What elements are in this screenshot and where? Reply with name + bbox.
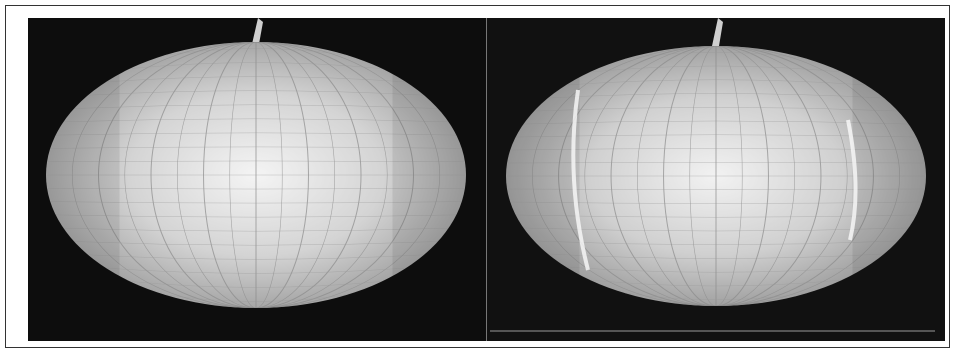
balloon-grid-right (506, 46, 926, 306)
figure (0, 0, 955, 353)
balloon-grid-left (46, 42, 466, 308)
